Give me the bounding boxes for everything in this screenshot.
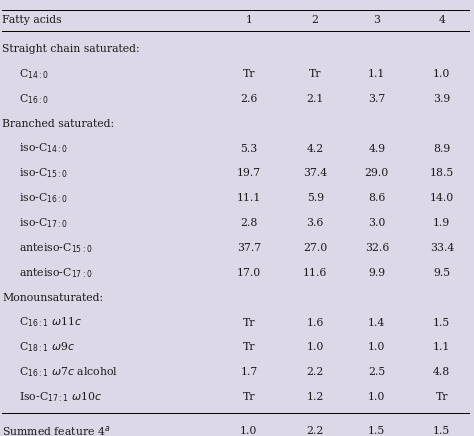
- Text: 11.1: 11.1: [237, 193, 261, 203]
- Text: 11.6: 11.6: [303, 268, 328, 278]
- Text: C$_{18:1}$ $\omega$9$c$: C$_{18:1}$ $\omega$9$c$: [19, 341, 75, 354]
- Text: 1.0: 1.0: [368, 392, 385, 402]
- Text: 4.8: 4.8: [433, 367, 450, 377]
- Text: 2.8: 2.8: [240, 218, 257, 228]
- Text: 37.7: 37.7: [237, 243, 261, 253]
- Text: 18.5: 18.5: [429, 168, 454, 178]
- Text: iso-C$_{14:0}$: iso-C$_{14:0}$: [19, 142, 68, 156]
- Text: 2: 2: [312, 15, 319, 24]
- Text: anteiso-C$_{17:0}$: anteiso-C$_{17:0}$: [19, 266, 92, 280]
- Text: Tr: Tr: [309, 69, 321, 79]
- Text: 1.0: 1.0: [433, 69, 450, 79]
- Text: 1.6: 1.6: [307, 317, 324, 327]
- Text: 3.0: 3.0: [368, 218, 385, 228]
- Text: anteiso-C$_{15:0}$: anteiso-C$_{15:0}$: [19, 241, 92, 255]
- Text: 32.6: 32.6: [365, 243, 389, 253]
- Text: C$_{14:0}$: C$_{14:0}$: [19, 67, 49, 81]
- Text: 1.1: 1.1: [368, 69, 385, 79]
- Text: 2.2: 2.2: [307, 367, 324, 377]
- Text: Tr: Tr: [243, 317, 255, 327]
- Text: Tr: Tr: [243, 342, 255, 352]
- Text: Fatty acids: Fatty acids: [2, 15, 62, 24]
- Text: 3.7: 3.7: [368, 94, 385, 104]
- Text: 3.9: 3.9: [433, 94, 450, 104]
- Text: 1.2: 1.2: [307, 392, 324, 402]
- Text: 1.0: 1.0: [368, 342, 385, 352]
- Text: iso-C$_{15:0}$: iso-C$_{15:0}$: [19, 167, 68, 181]
- Text: 1.4: 1.4: [368, 317, 385, 327]
- Text: 3.6: 3.6: [307, 218, 324, 228]
- Text: 17.0: 17.0: [237, 268, 261, 278]
- Text: C$_{16:1}$ $\omega$7$c$ alcohol: C$_{16:1}$ $\omega$7$c$ alcohol: [19, 365, 118, 379]
- Text: 3: 3: [374, 15, 380, 24]
- Text: 2.5: 2.5: [368, 367, 385, 377]
- Text: 1.5: 1.5: [368, 426, 385, 436]
- Text: 1.1: 1.1: [433, 342, 450, 352]
- Text: 27.0: 27.0: [303, 243, 328, 253]
- Text: iso-C$_{17:0}$: iso-C$_{17:0}$: [19, 216, 68, 230]
- Text: Tr: Tr: [243, 392, 255, 402]
- Text: Straight chain saturated:: Straight chain saturated:: [2, 44, 140, 54]
- Text: Branched saturated:: Branched saturated:: [2, 119, 115, 129]
- Text: 5.9: 5.9: [307, 193, 324, 203]
- Text: 29.0: 29.0: [365, 168, 389, 178]
- Text: 19.7: 19.7: [237, 168, 261, 178]
- Text: 1.0: 1.0: [240, 426, 257, 436]
- Text: Summed feature 4$^{a}$: Summed feature 4$^{a}$: [2, 424, 111, 436]
- Text: 2.1: 2.1: [307, 94, 324, 104]
- Text: 2.2: 2.2: [307, 426, 324, 436]
- Text: 1.9: 1.9: [433, 218, 450, 228]
- Text: 1: 1: [246, 15, 252, 24]
- Text: 4.2: 4.2: [307, 143, 324, 153]
- Text: 37.4: 37.4: [303, 168, 327, 178]
- Text: C$_{16:0}$: C$_{16:0}$: [19, 92, 49, 106]
- Text: 5.3: 5.3: [240, 143, 257, 153]
- Text: 1.5: 1.5: [433, 317, 450, 327]
- Text: 4.9: 4.9: [368, 143, 385, 153]
- Text: 4: 4: [438, 15, 445, 24]
- Text: 9.5: 9.5: [433, 268, 450, 278]
- Text: 8.6: 8.6: [368, 193, 385, 203]
- Text: Iso-C$_{17:1}$ $\omega$10$c$: Iso-C$_{17:1}$ $\omega$10$c$: [19, 390, 102, 404]
- Text: 14.0: 14.0: [429, 193, 454, 203]
- Text: 1.7: 1.7: [240, 367, 257, 377]
- Text: 8.9: 8.9: [433, 143, 450, 153]
- Text: Tr: Tr: [243, 69, 255, 79]
- Text: 33.4: 33.4: [429, 243, 454, 253]
- Text: 1.5: 1.5: [433, 426, 450, 436]
- Text: 1.0: 1.0: [307, 342, 324, 352]
- Text: Monounsaturated:: Monounsaturated:: [2, 293, 103, 303]
- Text: iso-C$_{16:0}$: iso-C$_{16:0}$: [19, 191, 68, 205]
- Text: Tr: Tr: [436, 392, 448, 402]
- Text: C$_{16:1}$ $\omega$11$c$: C$_{16:1}$ $\omega$11$c$: [19, 316, 82, 330]
- Text: 9.9: 9.9: [368, 268, 385, 278]
- Text: 2.6: 2.6: [240, 94, 257, 104]
